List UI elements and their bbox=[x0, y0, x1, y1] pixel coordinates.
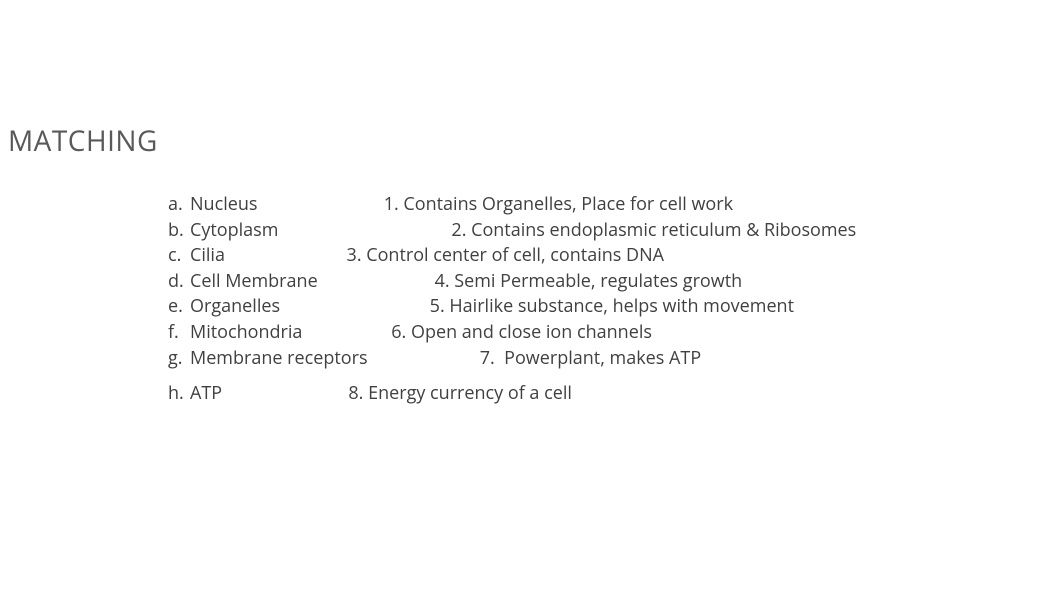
list-text: Organelles 5. Hairlike substance, helps … bbox=[190, 294, 794, 318]
matching-list: a.Nucleus 1. Contains Organelles, Place … bbox=[168, 192, 856, 407]
list-marker: a. bbox=[168, 192, 190, 218]
list-text: Nucleus 1. Contains Organelles, Place fo… bbox=[190, 192, 733, 216]
list-text: Mitochondria 6. Open and close ion chann… bbox=[190, 320, 652, 344]
list-marker: g. bbox=[168, 346, 190, 372]
list-text: ATP 8. Energy currency of a cell bbox=[190, 381, 572, 405]
list-item: b.Cytoplasm 2. Contains endoplasmic reti… bbox=[168, 218, 856, 244]
list-marker: d. bbox=[168, 269, 190, 295]
list-item: g.Membrane receptors 7. Powerplant, make… bbox=[168, 346, 856, 372]
list-item: h.ATP 8. Energy currency of a cell bbox=[168, 381, 856, 407]
list-text: Cilia 3. Control center of cell, contain… bbox=[190, 243, 664, 267]
list-marker: f. bbox=[168, 320, 190, 346]
list-text: Cell Membrane 4. Semi Permeable, regulat… bbox=[190, 269, 742, 293]
list-item: e.Organelles 5. Hairlike substance, help… bbox=[168, 294, 856, 320]
list-item: f.Mitochondria 6. Open and close ion cha… bbox=[168, 320, 856, 346]
list-item: a.Nucleus 1. Contains Organelles, Place … bbox=[168, 192, 856, 218]
list-item: d.Cell Membrane 4. Semi Permeable, regul… bbox=[168, 269, 856, 295]
list-marker: h. bbox=[168, 381, 190, 407]
list-marker: b. bbox=[168, 218, 190, 244]
list-text: Membrane receptors 7. Powerplant, makes … bbox=[190, 346, 701, 370]
list-marker: e. bbox=[168, 294, 190, 320]
page-title: MATCHING bbox=[8, 122, 158, 160]
list-item: c.Cilia 3. Control center of cell, conta… bbox=[168, 243, 856, 269]
list-text: Cytoplasm 2. Contains endoplasmic reticu… bbox=[190, 218, 856, 242]
list-marker: c. bbox=[168, 243, 190, 269]
